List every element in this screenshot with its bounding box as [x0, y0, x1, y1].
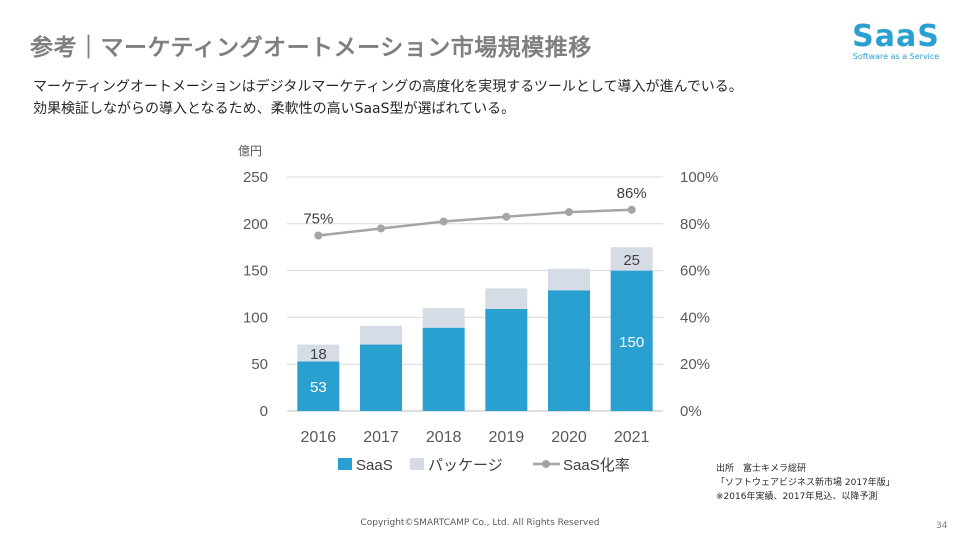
- y2-tick-label: 20%: [680, 356, 710, 373]
- bar-package: [297, 344, 340, 362]
- point-saas-rate: [314, 231, 323, 240]
- point-saas-rate: [627, 205, 636, 214]
- bar-saas: [422, 327, 465, 411]
- y-tick-label: 100: [243, 309, 268, 326]
- line-saas-rate: [318, 208, 632, 237]
- y-tick-label: 200: [243, 216, 268, 233]
- point-saas-rate: [565, 208, 573, 217]
- x-tick-label: 2021: [614, 429, 650, 446]
- logo-text: SaaS: [852, 19, 940, 54]
- y2-tick-label: 80%: [680, 216, 710, 233]
- legend-label-saas: SaaS: [356, 457, 393, 474]
- logo-tagline: Software as a Service: [852, 52, 940, 61]
- description: マーケティングオートメーションはデジタルマーケティングの高度化を実現するツールと…: [33, 76, 743, 120]
- x-tick-label: 2019: [489, 429, 525, 446]
- bar-saas: [297, 361, 340, 411]
- point-saas-rate: [439, 217, 448, 226]
- y-axis-unit: 億円: [238, 144, 262, 158]
- legend-swatch-package: [410, 458, 424, 470]
- bar-package: [548, 268, 590, 291]
- data-label-saas: 150: [619, 334, 644, 351]
- page-number: 34: [936, 521, 948, 531]
- point-saas-rate: [502, 212, 511, 221]
- data-label-rate: 75%: [303, 211, 333, 228]
- page-title: 参考｜マーケティングオートメーション市場規模推移: [30, 35, 592, 61]
- legend-swatch-saas: [338, 458, 352, 470]
- source-line: 出所 富士キメラ総研: [716, 464, 807, 474]
- y-tick-label: 50: [251, 356, 268, 373]
- bar-package: [422, 308, 465, 328]
- bar-saas: [360, 344, 402, 411]
- data-label-saas: 53: [310, 379, 327, 396]
- bar-saas: [610, 270, 653, 411]
- copyright: Copyright©SMARTCAMP Co., Ltd. All Rights…: [360, 518, 600, 528]
- x-tick-label: 2020: [551, 429, 587, 446]
- y-tick-label: 250: [243, 169, 268, 186]
- legend-marker-rate: [542, 460, 550, 468]
- point-saas-rate: [377, 224, 385, 233]
- data-label-rate: 86%: [617, 185, 647, 202]
- saas-logo: SaaS Software as a Service: [846, 22, 946, 62]
- y2-tick-label: 40%: [680, 309, 710, 326]
- x-tick-label: 2018: [426, 429, 462, 446]
- bar-package: [610, 247, 653, 271]
- y-tick-label: 150: [243, 263, 268, 280]
- description-line: マーケティングオートメーションはデジタルマーケティングの高度化を実現するツールと…: [33, 79, 743, 95]
- x-tick-label: 2017: [363, 429, 399, 446]
- description-line: 効果検証しながらの導入となるため、柔軟性の高いSaaS型が選ばれている。: [33, 101, 516, 117]
- legend-label-rate: SaaS化率: [563, 457, 630, 474]
- y-tick-label: 0: [260, 403, 268, 420]
- bar-package: [485, 288, 528, 309]
- bar-package: [360, 325, 402, 345]
- bar-saas: [548, 290, 590, 411]
- data-label-package: 25: [623, 252, 640, 269]
- y2-tick-label: 0%: [680, 403, 702, 420]
- x-tick-label: 2016: [301, 429, 337, 446]
- data-label-package: 18: [310, 346, 327, 363]
- source-line: ※2016年実績、2017年見込、以降予測: [716, 492, 878, 502]
- y2-tick-label: 60%: [680, 263, 710, 280]
- bar-saas: [485, 308, 528, 411]
- source-line: 「ソフトウェアビジネス新市場 2017年版」: [716, 478, 895, 488]
- y2-tick-label: 100%: [680, 169, 718, 186]
- source-note: 出所 富士キメラ総研 「ソフトウェアビジネス新市場 2017年版」 ※2016年…: [716, 462, 895, 504]
- legend-label-package: パッケージ: [428, 457, 503, 474]
